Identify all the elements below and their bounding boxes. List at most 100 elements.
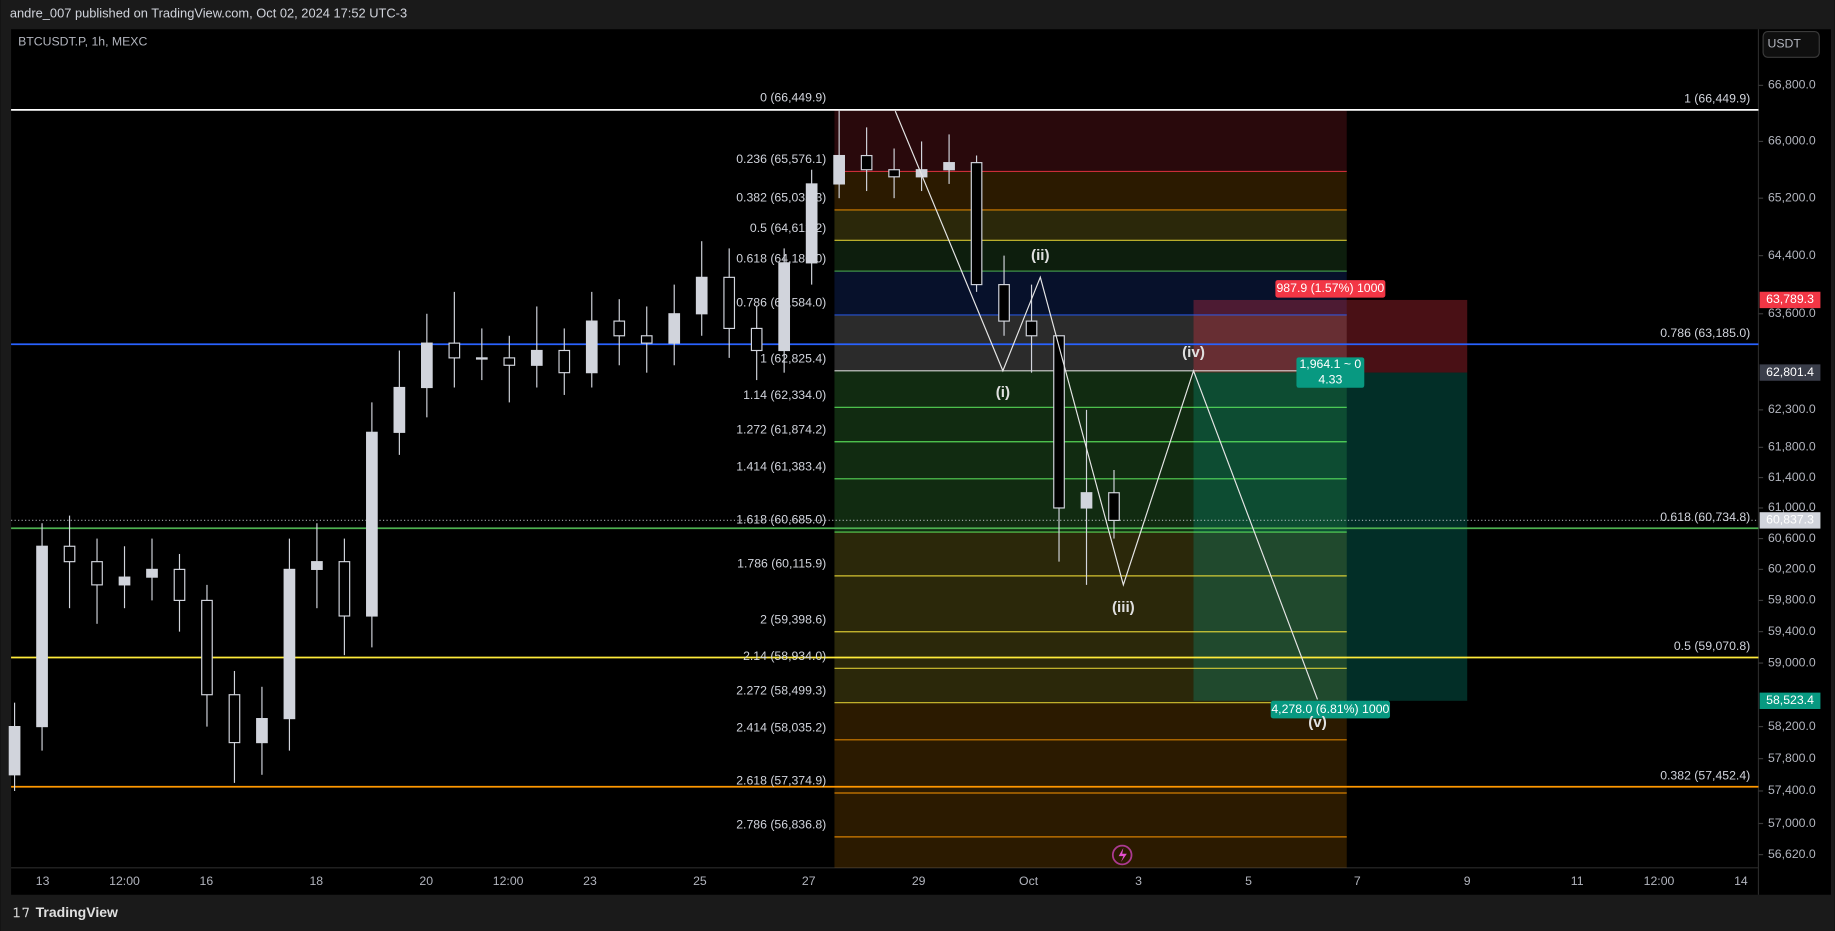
fib-band xyxy=(834,109,1347,172)
fib-retracement-label: 0.618 (60,734.8) xyxy=(1660,510,1750,524)
candle-body xyxy=(118,576,131,586)
ratio-label-box xyxy=(1296,357,1365,388)
y-tick-label: 57,800.0 xyxy=(1768,751,1816,765)
x-tick-label: 13 xyxy=(36,874,50,888)
candle-body xyxy=(448,342,461,359)
event-icon[interactable] xyxy=(1111,844,1133,866)
fib-retracement-label: 0.382 (57,452.4) xyxy=(1660,768,1750,782)
candle-body xyxy=(750,327,763,352)
candle-body xyxy=(695,276,708,315)
publisher-line: andre_007 published on TradingView.com, … xyxy=(10,5,407,20)
currency-label[interactable]: USDT xyxy=(1767,37,1801,51)
y-tick-label: 63,600.0 xyxy=(1768,306,1816,320)
wave-label: (ii) xyxy=(1031,247,1050,264)
fib-level-label: 0 (66,449.9) xyxy=(760,90,826,104)
fib-band xyxy=(834,271,1347,315)
target-label: 4,278.0 (6.81%) 1000 xyxy=(1271,702,1389,716)
fib-lines xyxy=(11,84,1764,856)
candle-body xyxy=(668,313,681,344)
chart-pane xyxy=(11,29,1759,895)
y-tick-label: 61,800.0 xyxy=(1768,440,1816,454)
x-tick-label: 11 xyxy=(1571,874,1584,888)
event-icon-bolt xyxy=(1118,847,1127,862)
fib-level-label: 0.786 (63,584.0) xyxy=(736,295,826,309)
target-label-box xyxy=(1270,700,1391,719)
price-tag xyxy=(1759,512,1821,529)
fib-level-label: 2.786 (56,836.8) xyxy=(736,817,826,831)
price-tag xyxy=(1759,291,1821,309)
fib-band xyxy=(834,793,1347,837)
brand-mark: 𝟷𝟽 xyxy=(12,904,30,920)
candle-body xyxy=(36,545,48,728)
candle-body xyxy=(91,561,103,586)
x-tick-label: 25 xyxy=(693,874,707,888)
candle-body xyxy=(778,262,791,352)
fib-band xyxy=(834,240,1347,272)
fib-level-label: 1 (62,825.4) xyxy=(760,351,826,365)
fib-band xyxy=(834,441,1347,479)
fib-level-label: 2.414 (58,035.2) xyxy=(736,720,826,734)
y-tick-label: 57,400.0 xyxy=(1768,783,1816,797)
candle-body xyxy=(475,357,488,360)
fib-level-label: 0.5 (64,612.2) xyxy=(750,221,826,235)
stop-label: 987.9 (1.57%) 1000 xyxy=(1276,281,1384,295)
fib-level-label: 1.14 (62,334.0) xyxy=(743,388,826,402)
fib-bands xyxy=(834,109,1468,868)
symbol-label: BTCUSDT.P, 1h, MEXC xyxy=(18,34,147,48)
ratio-label: 1,964.1 ~ 0 xyxy=(1300,357,1362,371)
fib-level-label: 0.236 (65,576.1) xyxy=(736,152,826,166)
currency-button[interactable] xyxy=(1762,30,1820,58)
stop-label-box xyxy=(1275,280,1386,298)
candle-body xyxy=(1025,320,1038,337)
fib-band xyxy=(834,739,1347,794)
x-tick-label: 3 xyxy=(1135,874,1142,888)
candle-body xyxy=(943,162,955,171)
candle-body xyxy=(256,718,268,744)
candle-body xyxy=(421,342,433,389)
price-tag-label: 60,837.3 xyxy=(1766,513,1814,527)
fib-band xyxy=(834,171,1347,210)
x-tick-label: 5 xyxy=(1245,874,1252,888)
candle-body xyxy=(366,431,378,617)
x-tick-label: 14 xyxy=(1734,874,1748,888)
x-tick-label: 12:00 xyxy=(109,874,140,888)
x-tick-label: 16 xyxy=(200,874,214,888)
price-tag xyxy=(1759,692,1821,709)
fib-band xyxy=(834,370,1347,408)
fib-retracement-label: 0.5 (59,070.8) xyxy=(1674,639,1750,653)
candle-body xyxy=(1053,335,1065,509)
candle-body xyxy=(833,154,845,185)
y-tick-label: 59,800.0 xyxy=(1768,593,1816,607)
fib-band xyxy=(834,575,1347,632)
y-tick-label: 61,400.0 xyxy=(1768,470,1816,484)
y-tick-label: 59,400.0 xyxy=(1768,624,1816,638)
y-tick-label: 60,200.0 xyxy=(1768,562,1816,576)
elliott-wave-path xyxy=(894,110,1319,700)
fib-band xyxy=(834,532,1347,576)
x-tick-label: 7 xyxy=(1354,874,1361,888)
x-tick-label: 18 xyxy=(309,874,323,888)
candle-body xyxy=(805,183,818,264)
fib-level-label: 1.414 (61,383.4) xyxy=(736,459,826,473)
price-tag-label: 63,789.3 xyxy=(1766,292,1814,306)
fib-band xyxy=(834,668,1347,703)
fib-level-label: 2 (59,398.6) xyxy=(760,612,826,626)
price-tag-label: 62,801.4 xyxy=(1766,365,1814,379)
candles xyxy=(8,109,1120,791)
candle-body xyxy=(201,599,213,696)
x-tick-label: 9 xyxy=(1464,874,1471,888)
fib-band xyxy=(834,836,1347,868)
fib-band xyxy=(834,702,1347,740)
price-axis xyxy=(1758,29,1831,895)
candle-body xyxy=(888,169,900,178)
y-tick-label: 66,800.0 xyxy=(1768,78,1816,92)
candle-body xyxy=(860,154,873,171)
y-tick-label: 57,000.0 xyxy=(1768,816,1816,830)
y-tick-label: 60,600.0 xyxy=(1768,531,1816,545)
candle-body xyxy=(558,349,571,374)
candle-body xyxy=(311,561,323,570)
y-tick-label: 64,400.0 xyxy=(1768,248,1816,262)
fib-band xyxy=(834,209,1347,241)
y-tick-label: 66,000.0 xyxy=(1768,134,1816,148)
